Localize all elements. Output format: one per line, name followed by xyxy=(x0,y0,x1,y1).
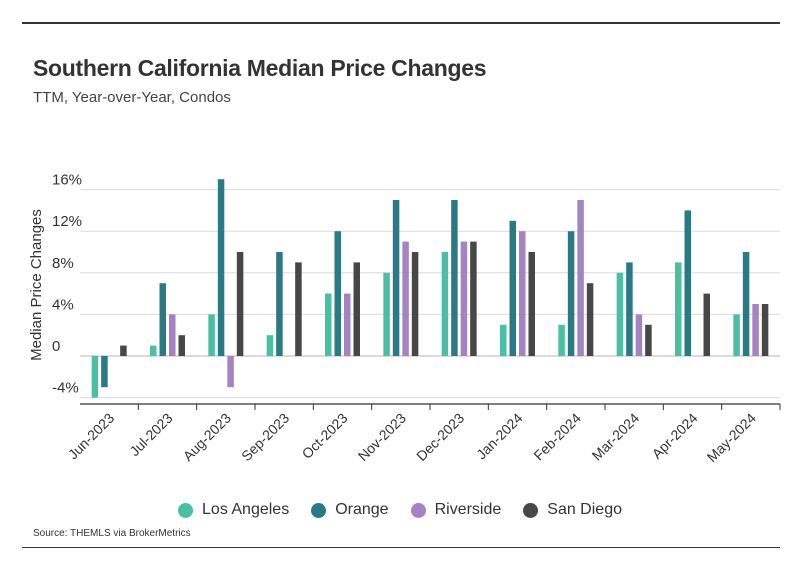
bar-riverside xyxy=(227,356,234,388)
legend-swatch xyxy=(410,502,426,518)
bar-los-angeles xyxy=(266,335,274,356)
legend-swatch xyxy=(523,502,539,518)
bar-san-diego xyxy=(470,241,477,356)
bar-los-angeles xyxy=(441,252,449,356)
x-tick-label: Nov-2023 xyxy=(355,410,409,464)
chart-title: Southern California Median Price Changes xyxy=(33,55,487,81)
bar-san-diego xyxy=(645,324,652,356)
bar-orange xyxy=(451,200,458,356)
bar-san-diego xyxy=(528,252,535,356)
y-tick-label: 12% xyxy=(52,213,82,230)
y-tick-label: -4% xyxy=(52,380,79,397)
bar-riverside xyxy=(752,304,759,356)
top-rule xyxy=(22,22,780,24)
legend-item: Orange xyxy=(311,501,389,519)
bar-riverside xyxy=(169,314,176,356)
bar-san-diego xyxy=(411,252,419,356)
bar-los-angeles xyxy=(325,293,332,356)
bar-san-diego xyxy=(353,262,360,356)
bar-orange xyxy=(101,356,108,388)
bar-riverside xyxy=(460,241,468,356)
legend-item: Riverside xyxy=(410,501,502,519)
x-tick-label: Sep-2023 xyxy=(238,410,292,464)
bar-los-angeles xyxy=(616,272,624,356)
x-tick-label: Oct-2023 xyxy=(299,410,351,462)
x-tick-label: Mar-2024 xyxy=(589,410,643,464)
y-tick-label: 4% xyxy=(52,296,74,313)
bar-orange xyxy=(392,200,400,356)
legend-item: San Diego xyxy=(523,501,622,519)
bar-riverside xyxy=(402,241,409,356)
bar-riverside xyxy=(577,200,584,356)
bar-los-angeles xyxy=(91,356,99,398)
y-axis-label: Median Price Changes xyxy=(28,209,45,361)
bar-san-diego xyxy=(178,335,185,356)
bar-san-diego xyxy=(703,293,710,356)
legend-item: Los Angeles xyxy=(178,501,289,519)
bar-orange xyxy=(567,231,575,356)
bar-los-angeles xyxy=(500,324,507,356)
legend-swatch xyxy=(311,502,327,518)
y-tick-label: 0 xyxy=(52,338,60,355)
x-tick-label: Jan-2024 xyxy=(473,410,526,463)
x-tick-label: Jun-2023 xyxy=(65,410,118,463)
bar-los-angeles xyxy=(150,345,157,356)
bar-san-diego xyxy=(586,283,594,356)
bar-los-angeles xyxy=(675,262,682,356)
bar-riverside xyxy=(519,231,526,356)
bar-riverside xyxy=(635,314,643,356)
bars xyxy=(91,179,769,398)
x-tick-label: Apr-2024 xyxy=(649,410,701,462)
legend-label: San Diego xyxy=(547,501,622,518)
x-tick-label: Aug-2023 xyxy=(180,410,234,464)
y-tick-label: 16% xyxy=(52,172,82,189)
bar-chart: -4% 0 4% 8% 12% 16% Jun-2023 Jul-2023 Aug-2023 Se… xyxy=(28,172,781,465)
bar-orange xyxy=(742,252,750,356)
bar-san-diego xyxy=(761,304,769,356)
bar-los-angeles xyxy=(383,272,390,356)
bar-san-diego xyxy=(120,345,127,356)
bar-los-angeles xyxy=(208,314,215,356)
bar-orange xyxy=(276,252,283,356)
bar-los-angeles xyxy=(558,324,565,356)
chart-legend: Los Angeles Orange Riverside San Diego xyxy=(0,501,800,519)
bar-los-angeles xyxy=(733,314,740,356)
bottom-rule xyxy=(22,547,780,548)
legend-label: Riverside xyxy=(434,501,502,518)
legend-label: Orange xyxy=(335,501,389,518)
y-tick-label: 8% xyxy=(52,255,74,272)
bar-orange xyxy=(217,179,225,356)
bar-orange xyxy=(334,231,341,356)
x-tick-label: May-2024 xyxy=(704,410,759,465)
bar-orange xyxy=(509,220,516,356)
x-tick-label: Feb-2024 xyxy=(530,410,584,464)
x-tick-label: Jul-2023 xyxy=(126,410,175,459)
source-note: Source: THEMLS via BrokerMetrics xyxy=(33,528,191,539)
legend-swatch xyxy=(178,502,194,518)
chart-subtitle: TTM, Year-over-Year, Condos xyxy=(33,89,231,106)
bar-san-diego xyxy=(295,262,302,356)
bar-riverside xyxy=(344,293,351,356)
gridlines xyxy=(80,189,780,399)
x-tick-label: Dec-2023 xyxy=(413,410,467,464)
bar-orange xyxy=(626,262,633,356)
legend-label: Los Angeles xyxy=(202,501,290,518)
bar-orange xyxy=(159,283,166,356)
bar-orange xyxy=(684,210,691,356)
bar-san-diego xyxy=(236,252,244,356)
